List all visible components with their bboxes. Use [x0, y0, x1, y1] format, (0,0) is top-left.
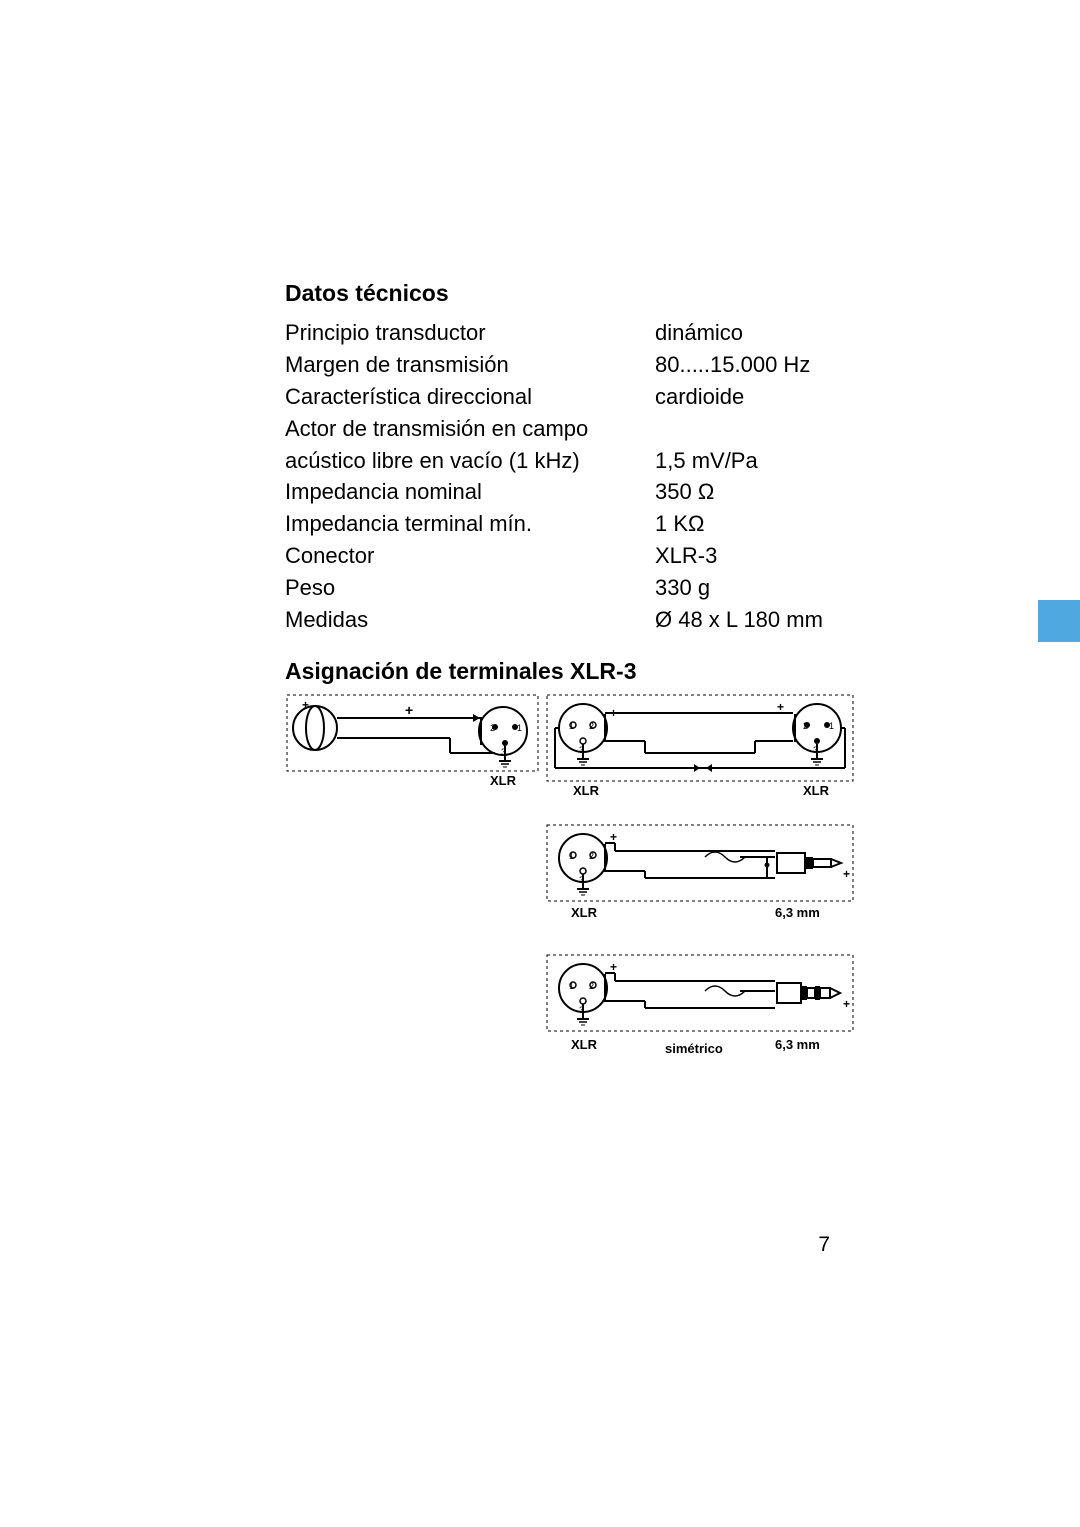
svg-text:+: + [302, 698, 309, 712]
page-number: 7 [818, 1233, 830, 1257]
diagram-mic-xlr: + + 2 1 3 XLR [285, 693, 540, 788]
svg-text:XLR: XLR [803, 783, 830, 798]
spec-label: Impedancia terminal mín. [285, 508, 655, 540]
spec-label: Conector [285, 540, 655, 572]
spec-label: Medidas [285, 604, 655, 636]
svg-text:2: 2 [589, 721, 594, 731]
svg-text:+: + [405, 702, 413, 718]
svg-text:2: 2 [490, 723, 495, 733]
page-tab [1038, 600, 1080, 642]
svg-text:+: + [843, 997, 850, 1011]
spec-row: Medidas Ø 48 x L 180 mm [285, 604, 845, 636]
diagram-area: + + 2 1 3 XLR [285, 693, 845, 1133]
svg-text:1: 1 [517, 723, 522, 733]
spec-row: Peso 330 g [285, 572, 845, 604]
svg-text:+: + [777, 700, 784, 714]
svg-text:2: 2 [803, 721, 808, 731]
spec-value: 350 Ω [655, 476, 845, 508]
spec-value: 1,5 mV/Pa [655, 445, 845, 477]
spec-row: Conector XLR-3 [285, 540, 845, 572]
spec-label: Principio transductor [285, 317, 655, 349]
spec-value: cardioide [655, 381, 845, 413]
svg-text:1: 1 [569, 721, 574, 731]
spec-label: Peso [285, 572, 655, 604]
diagram-xlr-xlr: 1 2 3 + + [545, 693, 855, 798]
spec-label: Actor de transmisión en campo acústico l… [285, 413, 655, 477]
spec-row: Impedancia terminal mín. 1 KΩ [285, 508, 845, 540]
spec-row: Margen de transmisión 80.....15.000 Hz [285, 349, 845, 381]
spec-value: Ø 48 x L 180 mm [655, 604, 845, 636]
spec-value: XLR-3 [655, 540, 845, 572]
svg-text:simétrico: simétrico [665, 1041, 723, 1056]
svg-text:+: + [843, 867, 850, 881]
diagrams-title: Asignación de terminales XLR-3 [285, 658, 845, 685]
svg-text:XLR: XLR [571, 905, 598, 920]
spec-row: Característica direccional cardioide [285, 381, 845, 413]
spec-label: Margen de transmisión [285, 349, 655, 381]
spec-label: Característica direccional [285, 381, 655, 413]
svg-text:2: 2 [589, 981, 594, 991]
specs-title: Datos técnicos [285, 280, 845, 307]
svg-text:6,3 mm: 6,3 mm [775, 905, 820, 920]
diagram-xlr-jack-stereo: 1 2 3 + + XLR [545, 953, 855, 1068]
svg-text:2: 2 [589, 851, 594, 861]
spec-value: dinámico [655, 317, 845, 349]
diagram-xlr-jack-mono: 1 2 3 + + XLR [545, 823, 855, 928]
svg-text:+: + [610, 830, 617, 844]
svg-text:XLR: XLR [571, 1037, 598, 1052]
svg-text:1: 1 [569, 851, 574, 861]
svg-text:+: + [610, 960, 617, 974]
spec-row: Principio transductor dinámico [285, 317, 845, 349]
spec-row: Actor de transmisión en campo acústico l… [285, 413, 845, 477]
spec-row: Impedancia nominal 350 Ω [285, 476, 845, 508]
svg-text:XLR: XLR [490, 773, 517, 788]
svg-text:1: 1 [829, 721, 834, 731]
spec-value: 80.....15.000 Hz [655, 349, 845, 381]
spec-value: 330 g [655, 572, 845, 604]
svg-text:1: 1 [569, 981, 574, 991]
svg-text:6,3 mm: 6,3 mm [775, 1037, 820, 1052]
svg-text:XLR: XLR [573, 783, 600, 798]
spec-label: Impedancia nominal [285, 476, 655, 508]
spec-value: 1 KΩ [655, 508, 845, 540]
